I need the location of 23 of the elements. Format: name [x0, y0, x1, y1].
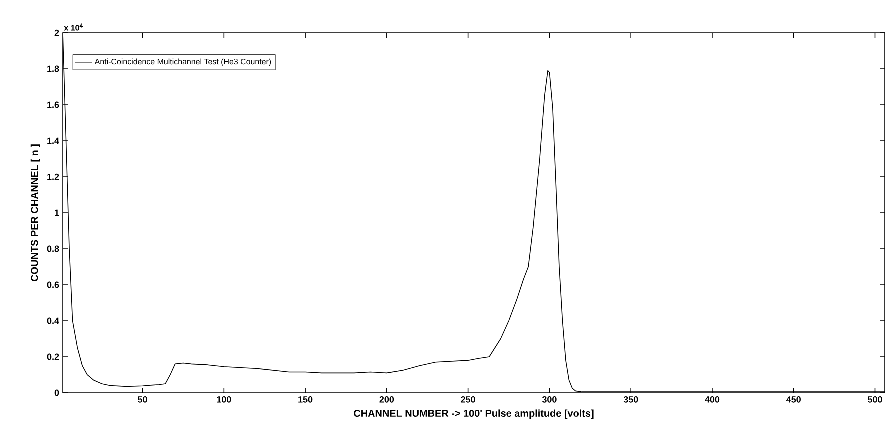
x-tick-label: 250 — [461, 396, 476, 403]
x-tick-label: 50 — [138, 396, 148, 403]
x-tick-label: 450 — [786, 396, 801, 403]
y-tick-label: 1.4 — [48, 138, 60, 144]
x-tick-label: 300 — [542, 396, 557, 403]
y-axis-title: COUNTS PER CHANNEL [ n ] — [30, 144, 40, 282]
x-tick-label: 200 — [380, 396, 394, 403]
y-tick-label: 1 — [55, 210, 60, 216]
x-tick-label: 150 — [298, 396, 313, 403]
x-tick-label: 500 — [868, 396, 882, 403]
y-tick-label: 0.2 — [47, 354, 60, 360]
y-tick-label: 0.8 — [47, 246, 60, 252]
x-tick-label: 350 — [624, 396, 638, 403]
y-tick-label: 2 — [54, 30, 60, 36]
y-tick-label: 0.6 — [47, 282, 60, 288]
x-tick-label: 100 — [217, 396, 232, 403]
y-tick-label: 0 — [54, 390, 60, 396]
y-tick-label: 1.8 — [48, 66, 60, 72]
y-tick-label: 0.4 — [47, 318, 60, 324]
y-tick-label: 1.6 — [48, 102, 60, 108]
x-tick-label: 400 — [705, 396, 720, 403]
y-tick-label: 1.2 — [48, 174, 60, 180]
x-axis-title: CHANNEL NUMBER -> 100' Pulse amplitude [volts] — [354, 410, 594, 419]
